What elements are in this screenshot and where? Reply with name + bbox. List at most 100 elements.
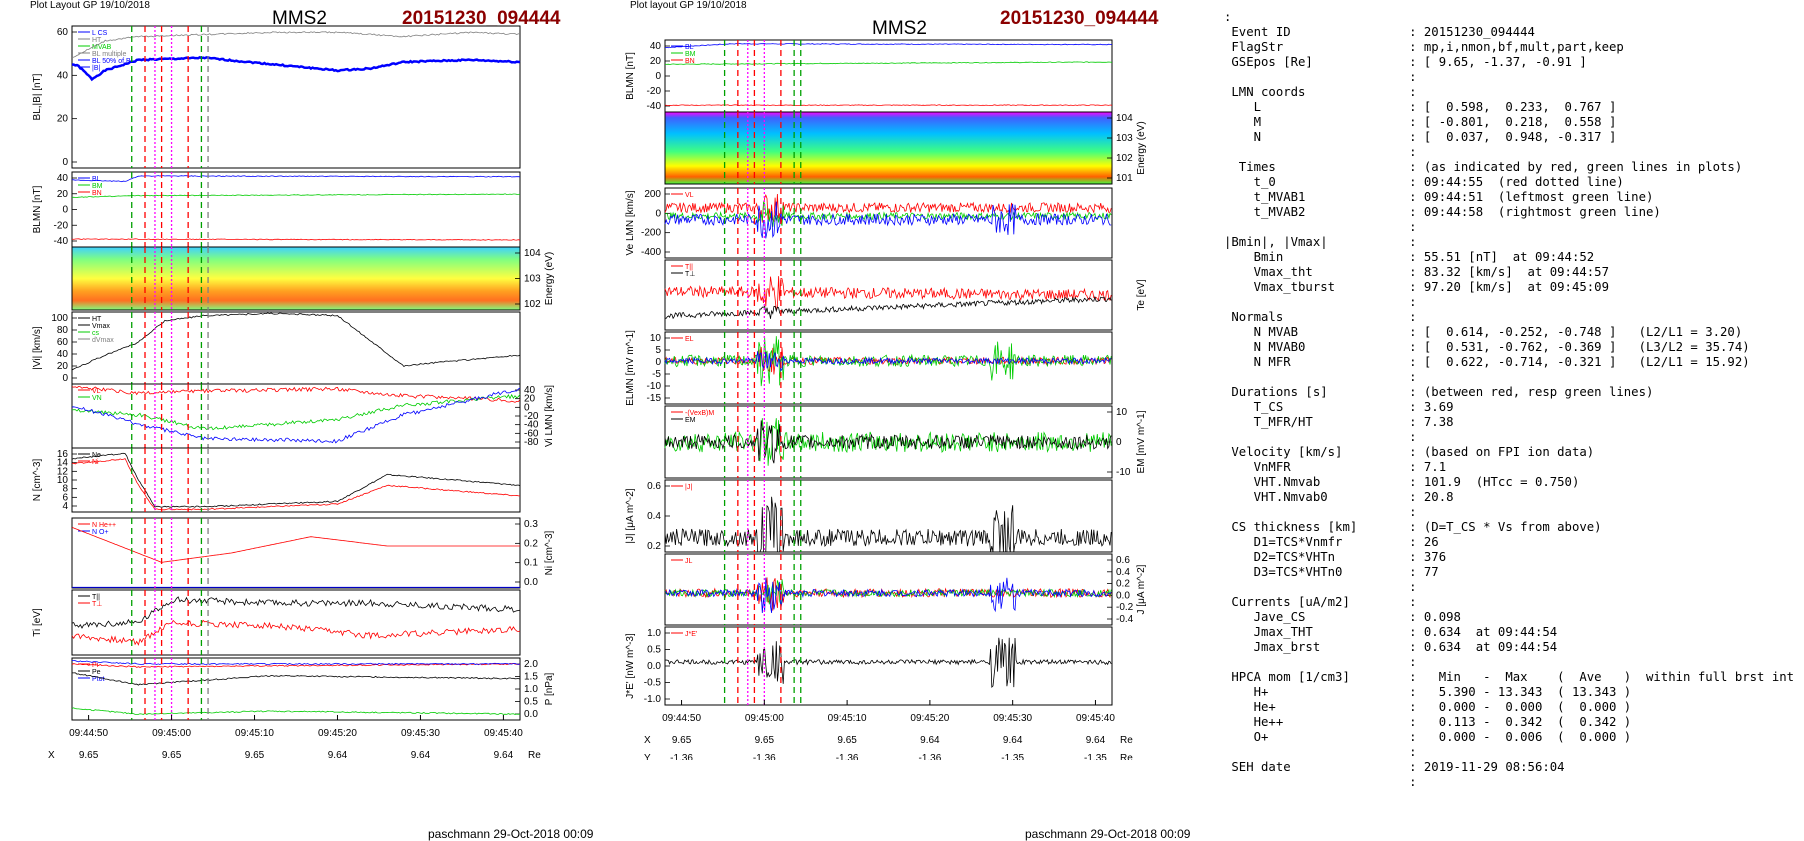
- y-tick-label: 0: [655, 71, 661, 82]
- coord-value: 9.64: [411, 750, 431, 760]
- middle-header: Plot layout GP 19/10/2018: [630, 0, 747, 11]
- summary-line: :: [1224, 775, 1417, 789]
- y-tick-label: -40: [524, 420, 539, 431]
- y-tick-label: 1.0: [524, 684, 538, 695]
- legend-entry: Ptot: [92, 676, 105, 683]
- y-tick-label: 60: [57, 27, 69, 38]
- y-tick-label: 80: [57, 325, 69, 336]
- y-axis-label: Energy (eV): [1136, 121, 1147, 174]
- y-axis-label: |J| [μA m^-2]: [625, 488, 636, 543]
- summary-line: He+ : 0.000 - 0.000 ( 0.000 ): [1224, 700, 1632, 714]
- panel-3: 104 103 102 Energy (eV): [71, 246, 555, 311]
- legend-entry: BL: [685, 44, 694, 51]
- coord-unit: Re: [1120, 735, 1133, 746]
- series-line: [664, 637, 1112, 689]
- y-tick-label: 0.2: [647, 541, 661, 552]
- legend-entry: L CS: [92, 30, 108, 37]
- series-line: [664, 420, 1112, 464]
- summary-line: Jmax_THT : 0.634 at 09:44:54: [1224, 625, 1558, 639]
- y-tick-label: 0.2: [1116, 579, 1130, 590]
- y-axis-label: Ve LMN [km/s]: [625, 190, 636, 255]
- y-tick-label: 40: [650, 41, 662, 52]
- summary-line: Bmin : 55.51 [nT] at 09:44:52: [1224, 250, 1595, 264]
- y-tick-label: 60: [57, 337, 69, 348]
- series-line: [664, 418, 1112, 466]
- left-header: Plot Layout GP 19/10/2018: [30, 0, 150, 11]
- coord-value: 9.65: [837, 735, 857, 746]
- coord-value: 9.65: [755, 735, 775, 746]
- x-tick-label: 09:45:30: [993, 713, 1032, 724]
- y-tick-label: 103: [1116, 133, 1133, 144]
- panel-frame: [71, 517, 521, 589]
- y-tick-label: 0.0: [1116, 590, 1130, 601]
- legend-entry: N O+: [92, 529, 109, 536]
- y-tick-label: 0: [62, 205, 68, 216]
- series-line: [71, 458, 521, 511]
- series-line: [72, 672, 521, 686]
- y-tick-label: 6: [62, 492, 68, 503]
- y-axis-label: N [cm^-3]: [32, 459, 43, 502]
- series-line: [664, 43, 1113, 49]
- coord-value: 9.65: [672, 735, 692, 746]
- y-tick-label: 103: [524, 274, 541, 285]
- y-tick-label: -10: [1116, 467, 1131, 478]
- legend-entry: EL: [685, 336, 694, 343]
- legend-entry: VL: [92, 388, 101, 395]
- legend-entry: |J|: [685, 484, 692, 491]
- y-tick-label: -20: [524, 411, 539, 422]
- series-line: [71, 393, 521, 431]
- summary-line: Event ID : 20151230_094444: [1224, 25, 1535, 39]
- y-tick-label: -0.4: [1116, 614, 1134, 625]
- summary-line: Vmax_tht : 83.32 [km/s] at 09:44:57: [1224, 265, 1609, 279]
- legend-entry: -(VexB)M: [685, 410, 714, 417]
- summary-line: N MVAB : [ 0.614, -0.252, -0.748 ] (L2/L…: [1224, 325, 1743, 339]
- y-axis-label: BLMN [nT]: [32, 185, 43, 233]
- y-axis-label: P [nPa]: [544, 672, 555, 705]
- coord-value: 9.64: [328, 750, 348, 760]
- summary-line: Times : (as indicated by red, green line…: [1224, 160, 1743, 174]
- summary-line: SEH date : 2019-11-29 08:56:04: [1224, 760, 1565, 774]
- coord-value: 9.64: [920, 735, 940, 746]
- coord-row-label: X: [644, 735, 651, 746]
- left-footer: paschmann 29-Oct-2018 00:09: [428, 827, 594, 841]
- coord-value: -1.35: [1001, 753, 1024, 760]
- coord-row-label: Y: [644, 753, 651, 760]
- y-tick-label: -80: [524, 437, 539, 448]
- x-tick-label: 09:45:20: [318, 728, 357, 739]
- summary-line: :: [1224, 580, 1417, 594]
- summary-line: :: [1224, 370, 1417, 384]
- legend-entry: T||: [92, 594, 100, 601]
- series-line: [664, 201, 1112, 239]
- y-axis-label: J*E' [nW m^-3]: [625, 633, 636, 699]
- panel-frame: [664, 259, 1113, 331]
- series-line: [71, 619, 521, 646]
- coord-value: -1.35: [1084, 753, 1107, 760]
- panel-9: 1.0 0.5 0.0 -0.5 -1.0 J*E' [nW m^-3] J*E': [625, 626, 1113, 706]
- summary-line: Jave_CS : 0.098: [1224, 610, 1461, 624]
- series-line: [71, 55, 521, 82]
- panel-frame: [664, 626, 1113, 706]
- series-line: [664, 104, 1113, 106]
- panel-frame: [71, 311, 521, 385]
- legend-entry: MVAB: [92, 44, 112, 51]
- summary-line: H+ : 5.390 - 13.343 ( 13.343 ): [1224, 685, 1632, 699]
- summary-line: VHT.Nmvab0 : 20.8: [1224, 490, 1454, 504]
- x-tick-label: 09:45:30: [401, 728, 440, 739]
- y-tick-label: -40: [647, 101, 662, 112]
- y-axis-label: BL,|B| [nT]: [32, 73, 43, 120]
- series-line: [71, 387, 521, 444]
- series-line: [72, 193, 521, 198]
- y-tick-label: 102: [524, 299, 541, 310]
- y-tick-label: 20: [57, 114, 69, 125]
- legend-entry: HT: [92, 316, 102, 323]
- legend-entry: BM: [685, 51, 696, 58]
- y-tick-label: -60: [524, 428, 539, 439]
- y-tick-label: 0: [655, 357, 661, 368]
- panel-frame: [71, 589, 521, 656]
- x-tick-label: 09:44:50: [662, 713, 701, 724]
- y-tick-label: 200: [644, 189, 661, 200]
- y-tick-label: 10: [1116, 407, 1128, 418]
